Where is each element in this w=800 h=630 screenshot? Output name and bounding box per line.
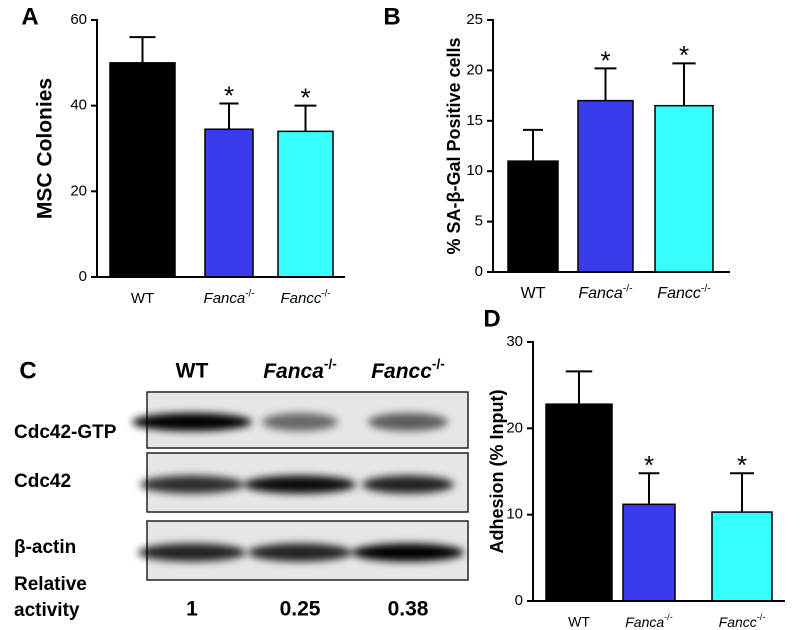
band <box>262 413 338 431</box>
band <box>244 475 356 494</box>
band <box>368 413 448 431</box>
y-tick-label: 40 <box>70 97 87 114</box>
band <box>132 413 252 431</box>
panel-label: A <box>21 3 38 30</box>
x-tick-label: Fancc-/- <box>719 612 766 629</box>
significance-mark: * <box>679 40 689 70</box>
significance-mark: * <box>224 80 234 110</box>
relative-activity: 1 <box>186 598 198 621</box>
blot-bands <box>140 475 454 494</box>
panel-label: B <box>383 3 400 30</box>
lane-label: Fancc-/- <box>371 356 445 382</box>
y-tick-label: 15 <box>466 112 483 129</box>
blot-bands <box>132 413 448 431</box>
bar <box>109 62 176 278</box>
bar <box>711 511 773 602</box>
y-tick-label: 0 <box>515 592 523 609</box>
lane-label: Fanca-/- <box>263 356 337 382</box>
y-axis-title: MSC Colonies <box>34 78 57 219</box>
relative-activity: 0.38 <box>388 598 429 621</box>
y-tick-label: 5 <box>475 213 483 230</box>
bar <box>507 160 559 273</box>
panel-label: C <box>19 357 36 384</box>
significance-mark: * <box>600 45 610 75</box>
y-tick-label: 60 <box>70 11 87 28</box>
x-tick-label: WT <box>131 290 154 307</box>
x-tick-label: Fanca-/- <box>625 612 673 629</box>
band <box>140 475 244 494</box>
band <box>138 543 246 562</box>
y-axis-title: Adhesion (% Input) <box>487 390 507 554</box>
significance-mark: * <box>737 450 747 480</box>
relative-activity: 0.25 <box>280 598 321 621</box>
bar <box>545 403 613 602</box>
band <box>352 543 464 562</box>
y-tick-label: 30 <box>506 333 523 350</box>
y-tick-label: 0 <box>79 268 87 285</box>
y-tick-label: 10 <box>506 506 523 523</box>
x-tick-label: WT <box>568 614 590 630</box>
bar <box>654 104 714 273</box>
x-tick-label: Fanca-/- <box>204 288 255 307</box>
band <box>248 543 352 562</box>
bar <box>577 99 634 273</box>
row-label: Cdc42 <box>14 471 71 492</box>
x-tick-label: Fancc-/- <box>280 288 330 307</box>
x-tick-label: Fancc-/- <box>657 283 710 302</box>
bar <box>277 130 334 278</box>
panel-label: D <box>483 305 500 332</box>
y-tick-label: 20 <box>70 182 87 199</box>
bar <box>622 503 676 602</box>
y-tick-label: 10 <box>466 162 483 179</box>
x-tick-label: WT <box>521 285 546 302</box>
blot-bands <box>138 543 464 562</box>
lane-label: WT <box>176 360 209 383</box>
y-tick-label: 25 <box>466 11 483 28</box>
y-axis-title: % SA-β-Gal Positive cells <box>444 37 464 254</box>
y-tick-label: 20 <box>466 61 483 78</box>
row-label: Relative activity <box>14 574 87 621</box>
significance-mark: * <box>300 83 310 113</box>
significance-mark: * <box>644 450 654 480</box>
y-tick-label: 20 <box>506 419 523 436</box>
y-tick-label: 0 <box>475 263 483 280</box>
x-tick-label: Fanca-/- <box>578 283 632 302</box>
band <box>362 475 454 494</box>
row-label: β-actin <box>14 537 76 558</box>
bar <box>204 128 254 278</box>
row-label: Cdc42-GTP <box>14 422 117 443</box>
